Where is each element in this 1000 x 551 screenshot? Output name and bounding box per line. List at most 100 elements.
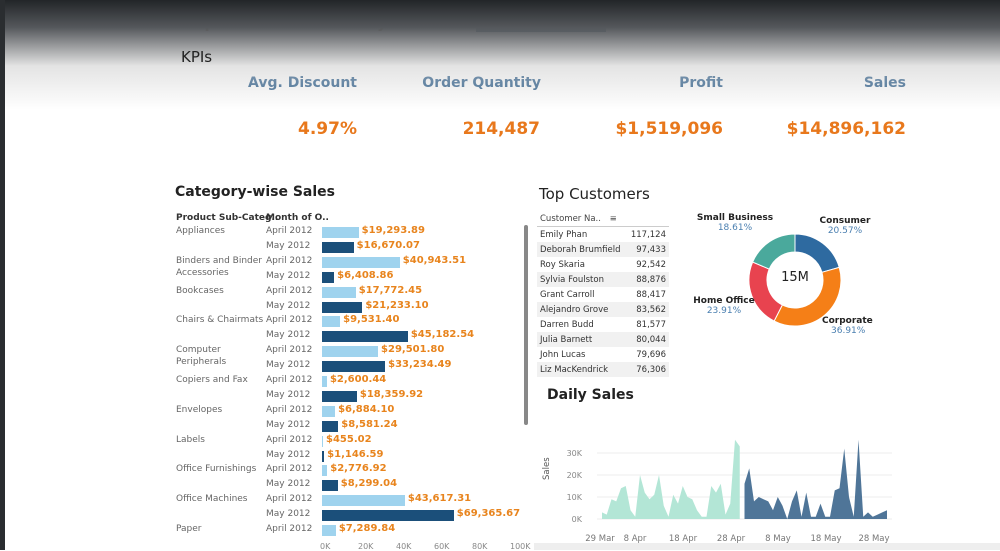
bar[interactable]	[322, 331, 408, 343]
customer-sales: 83,562	[636, 304, 666, 315]
bar[interactable]	[322, 241, 354, 253]
customer-row[interactable]: Deborah Brumfield 97,433	[537, 242, 669, 257]
category-label: Computer Peripherals	[176, 345, 227, 368]
customer-name: John Lucas	[540, 349, 586, 360]
customer-sales: 81,577	[636, 319, 666, 330]
bar[interactable]	[322, 510, 454, 522]
bar[interactable]	[322, 525, 336, 536]
category-label: Bookcases	[176, 285, 224, 296]
kpi-value-sales: $14,896,162	[786, 119, 906, 139]
bar[interactable]	[322, 495, 405, 507]
slice-pct-small-business: 18.61%	[717, 223, 753, 233]
x-tick-label: 28 Apr	[717, 534, 746, 544]
bar-value-label: $40,943.51	[402, 254, 467, 266]
bar[interactable]	[322, 286, 356, 298]
bar-value-label: $8,299.04	[340, 478, 398, 490]
slice-label-small-business: Small Business	[696, 213, 774, 223]
donut-center-total: 15M	[781, 270, 809, 285]
slice-consumer[interactable]	[794, 233, 840, 273]
customer-row[interactable]: Grant Carroll 88,417	[537, 287, 669, 302]
month-label: May 2012	[266, 270, 311, 281]
x-tick-label: 80K	[472, 542, 488, 551]
bar[interactable]	[322, 346, 379, 358]
x-tick-label: 8 May	[765, 534, 791, 544]
month-column-header[interactable]: Month of O..	[266, 213, 329, 223]
category-sales-title: Category-wise Sales	[175, 184, 335, 200]
bar[interactable]	[322, 227, 359, 238]
month-filter-label: Month of Order Date	[474, 6, 557, 15]
customer-row[interactable]: Darren Budd 81,577	[537, 317, 669, 332]
bar-value-label: $7,289.84	[338, 523, 396, 534]
bar[interactable]	[322, 301, 363, 313]
segment-donut-chart	[748, 233, 842, 327]
bar[interactable]	[322, 390, 357, 402]
month-label: April 2012	[266, 375, 313, 385]
bar-value-label: $2,600.44	[329, 374, 387, 385]
customer-sales: 88,417	[636, 289, 666, 300]
customer-name: Grant Carroll	[540, 289, 595, 300]
bar[interactable]	[322, 450, 325, 462]
month-filter-slider[interactable]	[476, 21, 606, 32]
area-may[interactable]	[744, 439, 888, 519]
slice-label-corporate: Corporate	[822, 316, 873, 326]
area-april[interactable]	[602, 439, 740, 519]
month-label: April 2012	[266, 285, 313, 296]
bar[interactable]	[322, 361, 386, 373]
subcategory-column-header[interactable]: Product Sub-Categ..	[176, 213, 279, 223]
bar[interactable]	[322, 271, 335, 283]
bar[interactable]	[322, 465, 328, 477]
bar-value-label: $8,581.24	[341, 418, 398, 430]
month-label: May 2012	[266, 509, 311, 520]
kpi-value-discount: 4.97%	[298, 119, 357, 139]
customer-column-header[interactable]: Customer Na.. ≡	[540, 214, 617, 224]
customer-row[interactable]: Liz MacKendrick 76,306	[537, 362, 669, 377]
month-label: April 2012	[266, 404, 313, 415]
category-label: Binders and Binder Accessories	[176, 255, 263, 278]
customer-sales: 76,306	[636, 364, 666, 375]
scrollbar[interactable]	[524, 225, 528, 425]
bar-value-label: $6,408.86	[337, 269, 394, 281]
customer-name: Liz MacKendrick	[540, 364, 609, 375]
bar[interactable]	[322, 480, 338, 492]
bar[interactable]	[322, 256, 400, 268]
category-label: Office Furnishings	[176, 464, 257, 475]
customer-name: Sylvia Foulston	[540, 274, 604, 285]
bar-value-label: $17,772.45	[358, 284, 423, 296]
month-label: May 2012	[266, 300, 311, 311]
window-edge	[0, 0, 5, 550]
bar-value-label: $9,531.40	[343, 314, 400, 326]
bar[interactable]	[322, 376, 327, 387]
month-label: April 2012	[266, 524, 313, 534]
customer-row[interactable]: John Lucas 79,696	[537, 347, 669, 362]
bar-value-label: $45,182.54	[410, 329, 475, 341]
x-tick-label: 8 Apr	[624, 534, 647, 544]
bar[interactable]	[322, 316, 341, 328]
customer-row[interactable]: Julia Barnett 80,044	[537, 332, 669, 347]
category-label: Office Machines	[176, 494, 248, 505]
bar[interactable]	[322, 435, 323, 447]
month-label: April 2012	[266, 226, 313, 236]
x-tick-label: 0K	[320, 542, 331, 551]
bar[interactable]	[322, 420, 339, 432]
bar-value-label: $69,365.67	[456, 508, 521, 520]
legend-home-office: Home Office 23.91%	[690, 296, 758, 316]
kpi-label-sales: Sales	[863, 75, 906, 91]
customer-row[interactable]: Roy Skaria 92,542	[537, 257, 669, 272]
category-label: Copiers and Fax	[176, 375, 248, 385]
bar-value-label: $21,233.10	[365, 299, 429, 311]
bar-value-label: $18,359.92	[359, 388, 424, 400]
customer-name: Emily Phan	[540, 229, 588, 240]
x-tick-label: 60K	[434, 542, 450, 551]
sort-icon[interactable]: ≡	[609, 214, 617, 224]
customer-row[interactable]: Alejandro Grove 83,562	[537, 302, 669, 317]
customer-row[interactable]: Sylvia Foulston 88,876	[537, 272, 669, 287]
bar[interactable]	[322, 405, 336, 417]
category-label: Appliances	[176, 226, 225, 236]
kpis-heading: KPIs	[181, 48, 213, 66]
slice-small-business[interactable]	[752, 233, 796, 270]
bar-value-label: $33,234.49	[388, 359, 452, 371]
category-label: Labels	[176, 434, 205, 445]
slice-label-consumer: Consumer	[819, 216, 871, 226]
legend-consumer: Consumer 20.57%	[805, 216, 885, 236]
customer-row[interactable]: Emily Phan 117,124	[537, 227, 669, 242]
